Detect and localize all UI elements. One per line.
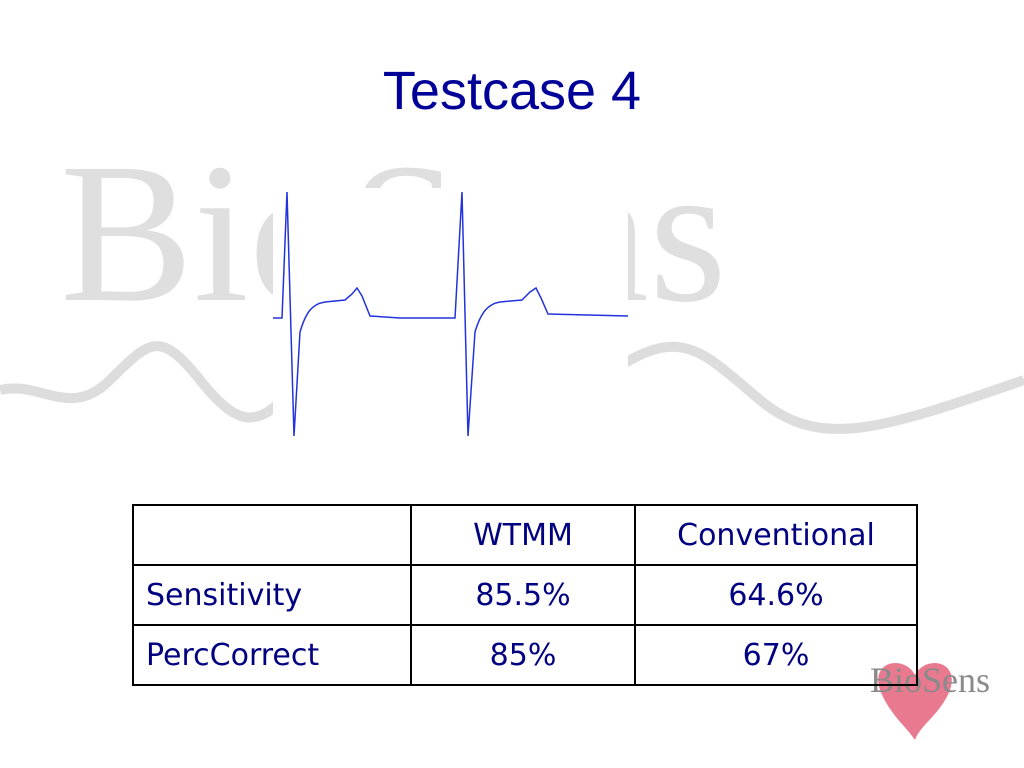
ecg-image (273, 188, 628, 438)
ecg-trace (273, 191, 629, 437)
cell: 85% (410, 624, 636, 686)
cell: 67% (634, 624, 918, 686)
row-label: PercCorrect (132, 624, 412, 686)
header-row: WTMM Conventional (132, 504, 918, 566)
row-label: Sensitivity (132, 564, 412, 626)
row: PercCorrect 85% 67% (132, 624, 918, 686)
header-cell: WTMM (410, 504, 636, 566)
empty-cell (132, 504, 412, 566)
title: Testcase 4 (382, 61, 642, 121)
cell: 64.6% (634, 564, 918, 626)
cell: 85.5% (410, 564, 636, 626)
header-cell: Conventional (634, 504, 918, 566)
row: Sensitivity 85.5% 64.6% (132, 564, 918, 626)
results-table: WTMM Conventional Sensitivity 85.5% 64.6… (132, 504, 918, 686)
